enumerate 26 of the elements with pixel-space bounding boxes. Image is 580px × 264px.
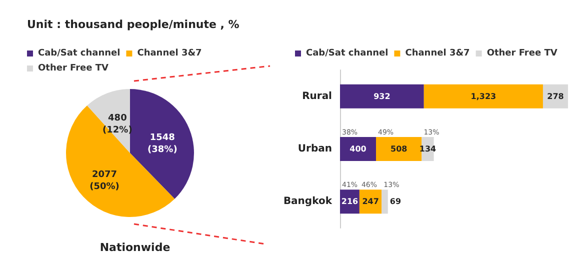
legend-label: Channel 3&7 bbox=[137, 48, 202, 58]
data-label: 69 bbox=[390, 197, 402, 206]
text: Nationwide bbox=[100, 241, 170, 254]
bar bbox=[424, 84, 543, 108]
data-label: 1,323 bbox=[470, 92, 496, 101]
y-tick-label: Bangkok bbox=[283, 196, 332, 208]
chart-title: Unit : thousand people/minute , % bbox=[27, 18, 240, 31]
bar bbox=[340, 84, 424, 108]
data-label: 2077 (50%) bbox=[90, 170, 120, 192]
legend-label: Other Free TV bbox=[486, 48, 558, 58]
bar bbox=[382, 190, 388, 214]
legend-label: Other Free TV bbox=[38, 64, 109, 74]
data-label: 216 bbox=[341, 197, 359, 206]
data-label: 400 bbox=[350, 144, 367, 154]
data-label: 247 bbox=[362, 197, 379, 206]
y-tick-label: Urban bbox=[298, 144, 332, 154]
bar bbox=[340, 137, 376, 161]
data-label: 508 bbox=[390, 144, 408, 154]
data-label: 932 bbox=[374, 92, 390, 101]
legend-label: Channel 3&7 bbox=[405, 48, 470, 58]
legend-label: Cab/Sat channel bbox=[306, 48, 388, 58]
data-label: 1548 (38%) bbox=[148, 132, 178, 155]
legend-label: Cab/Sat channel bbox=[38, 48, 120, 58]
bar bbox=[376, 137, 422, 161]
data-label: 278 bbox=[547, 92, 564, 101]
y-tick-label: Rural bbox=[302, 90, 332, 102]
